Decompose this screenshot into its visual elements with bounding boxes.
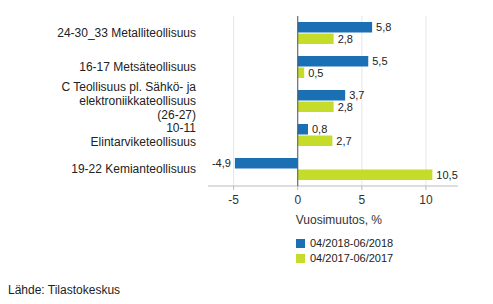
category-label: 10-11Elintarviketeollisuus [91, 121, 197, 149]
tick-label: 10 [419, 193, 433, 207]
data-label: 5,8 [376, 21, 391, 33]
axis-title: Vuosimuutos, % [296, 213, 383, 227]
legend-label: 04/2018-06/2018 [310, 237, 393, 249]
legend-swatch [296, 254, 305, 263]
bar [298, 136, 333, 147]
tick [233, 186, 234, 190]
data-label: 2,7 [336, 135, 351, 147]
bars [235, 22, 432, 180]
category-line: 16-17 Metsäteollisuus [79, 60, 196, 74]
bar [298, 56, 369, 67]
source: Lähde: Tilastokeskus [8, 283, 120, 297]
bar [298, 102, 334, 113]
category-line: 10-11 [166, 121, 196, 135]
category-label: C Teollisuus pl. Sähkö- jaelektroniikkat… [61, 80, 196, 122]
tick-label: 5 [359, 193, 366, 207]
bar [298, 170, 433, 181]
tick-label: -5 [228, 193, 239, 207]
grid-line [233, 16, 234, 186]
category-label: 24-30_33 Metalliteollisuus [57, 26, 196, 40]
x-axis-line [208, 186, 458, 187]
grid-line [425, 16, 426, 186]
tick [425, 186, 426, 190]
category-label: 16-17 Metsäteollisuus [79, 60, 196, 74]
data-label: 10,5 [436, 169, 457, 181]
data-label: 0,8 [312, 123, 327, 135]
category-label: 19-22 Kemianteollisuus [71, 162, 196, 176]
category-line: elektroniikkateollisuus [79, 94, 196, 108]
data-label: 0,5 [308, 67, 323, 79]
bar [298, 124, 308, 135]
category-line: 24-30_33 Metalliteollisuus [57, 26, 196, 40]
chart: -5 0 5 10 Vuosimuutos, % 24-30_33 Metalliteol… [0, 0, 493, 304]
category-line: (26-27) [157, 108, 196, 122]
data-label: 3,7 [349, 89, 364, 101]
category-line: C Teollisuus pl. Sähkö- ja [61, 80, 196, 94]
data-label: 2,8 [338, 33, 353, 45]
category-line: 19-22 Kemianteollisuus [71, 162, 196, 176]
bar [298, 68, 304, 79]
tick [297, 186, 298, 190]
legend-label: 04/2017-06/2017 [310, 252, 393, 264]
category-line: Elintarviketeollisuus [91, 135, 196, 149]
zero-line [297, 16, 298, 186]
grid-line [297, 16, 298, 186]
tick [361, 186, 362, 190]
data-label: 2,8 [338, 101, 353, 113]
legend-swatch [296, 239, 305, 248]
tick-label: 0 [294, 193, 301, 207]
bar [298, 90, 345, 101]
bar [298, 22, 372, 33]
data-label: 5,5 [372, 55, 387, 67]
bar [235, 158, 298, 169]
data-label: -4,9 [212, 157, 231, 169]
bar [298, 34, 334, 45]
